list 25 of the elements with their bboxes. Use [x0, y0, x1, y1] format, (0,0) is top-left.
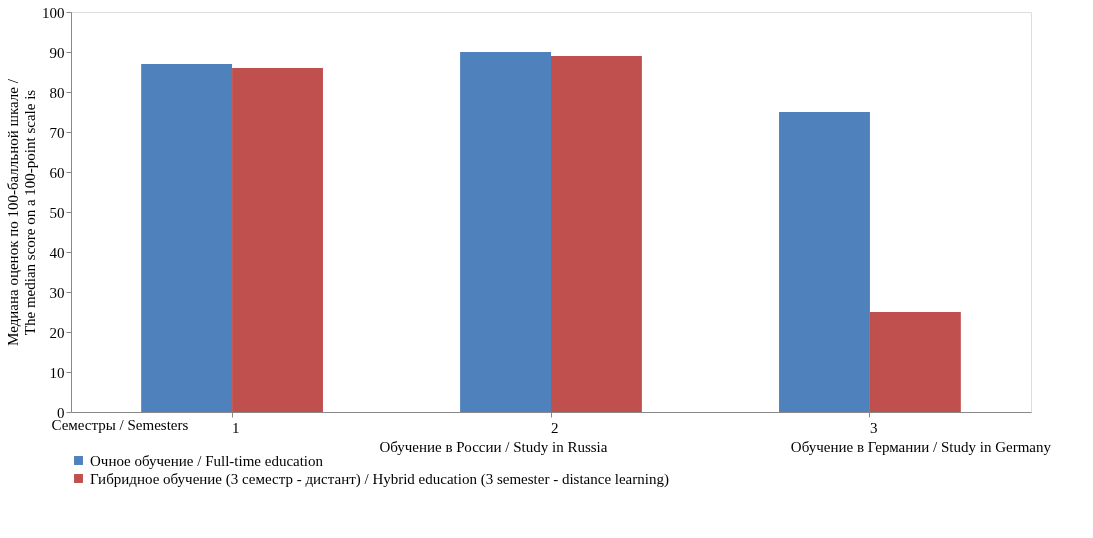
bar — [460, 52, 551, 412]
y-tick-label: 20 — [49, 324, 65, 341]
y-tick-label: 90 — [49, 44, 65, 61]
bar — [551, 56, 642, 412]
text: Обучение в Германии / Study in Germany — [790, 439, 1052, 455]
bar — [232, 68, 323, 412]
bar — [141, 64, 233, 412]
y-tick-label: 0 — [57, 404, 65, 421]
y-tick-label: 100 — [42, 4, 65, 21]
y-tick-label: 80 — [49, 84, 65, 101]
x-tick-label: 2 — [551, 419, 559, 436]
bar — [869, 312, 961, 412]
y-tick-label: 50 — [49, 204, 65, 221]
y-axis-title: Медиана оценок по 100-балльной шкале / The median score on a 100-point scale is — [5, 78, 38, 346]
legend-label: Очное обучение / Full-time education — [90, 452, 324, 469]
x-tick-label: 1 — [232, 419, 240, 436]
bar — [779, 112, 870, 412]
y-tick-label: 10 — [49, 364, 65, 381]
legend-label: Гибридное обучение (3 семестр - дистант) / Hybrid education (3 semester - distance learning) — [90, 470, 669, 488]
x-tick-label: 3 — [869, 419, 878, 436]
y-tick-label: 70 — [49, 124, 65, 141]
y-tick-label: 30 — [49, 284, 65, 301]
y-tick-label: 60 — [49, 164, 65, 181]
y-tick-label: 40 — [49, 244, 65, 261]
text: Обучение в России / Study in Russia — [379, 439, 608, 455]
